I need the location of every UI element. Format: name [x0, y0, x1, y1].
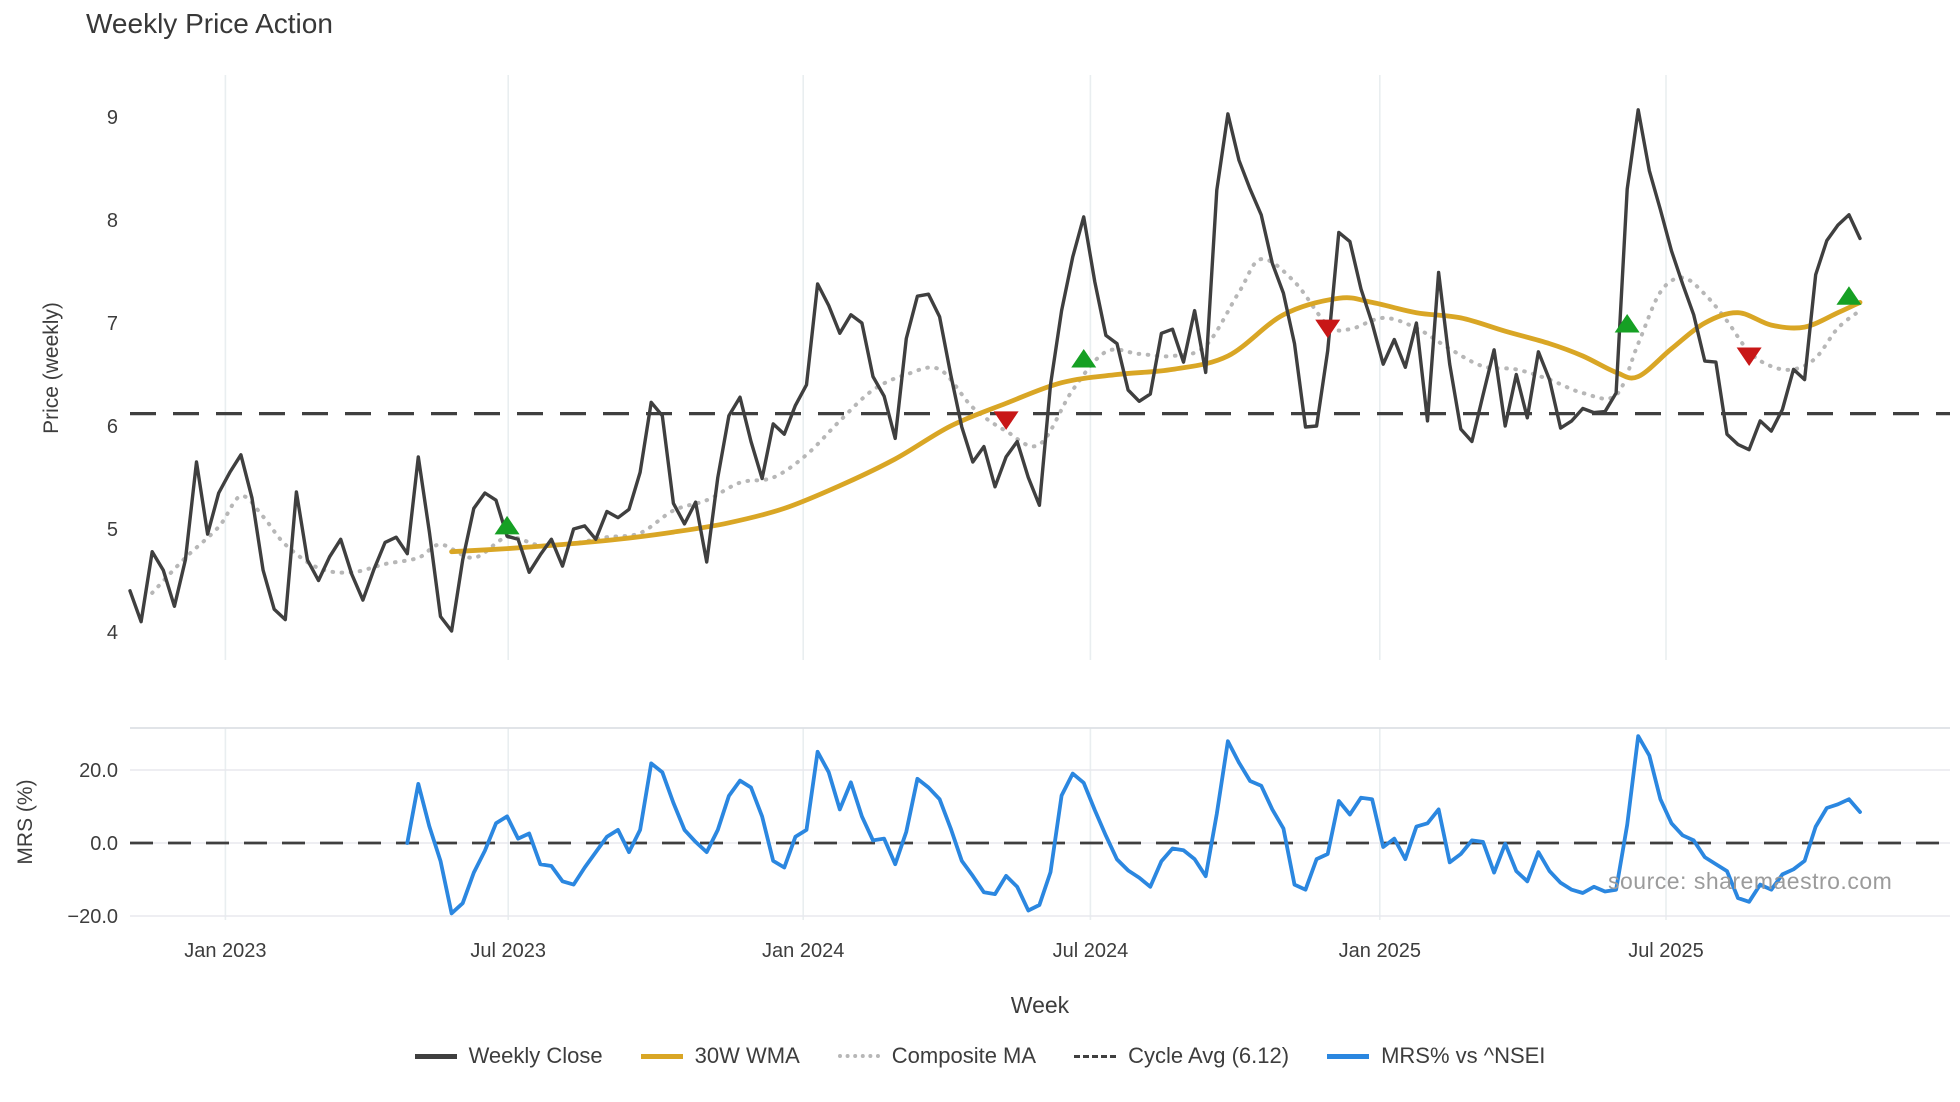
svg-text:−20.0: −20.0 [67, 906, 118, 928]
svg-text:Jul 2023: Jul 2023 [470, 940, 546, 962]
svg-text:Jan 2025: Jan 2025 [1339, 940, 1421, 962]
weekly-close-line-icon [414, 1053, 457, 1059]
svg-text:Jan 2024: Jan 2024 [762, 940, 844, 962]
legend-item-composite-ma[interactable]: Composite MA [837, 1043, 1037, 1069]
svg-text:7: 7 [107, 313, 118, 335]
legend-label: Weekly Close [468, 1043, 603, 1068]
composite-ma-dotted-line-icon [837, 1054, 880, 1058]
svg-text:9: 9 [107, 107, 118, 129]
mrs-line-icon [1327, 1053, 1370, 1059]
svg-text:8: 8 [107, 210, 118, 232]
legend-item-mrs[interactable]: MRS% vs ^NSEI [1327, 1043, 1545, 1069]
svg-text:6: 6 [107, 416, 118, 438]
legend: Weekly Close 30W WMA Composite MA Cycle … [0, 1036, 1960, 1076]
svg-text:5: 5 [107, 519, 118, 541]
chart-title: Weekly Price Action [86, 8, 333, 39]
legend-item-cycle-avg[interactable]: Cycle Avg (6.12) [1074, 1043, 1289, 1069]
week-axis-title: Week [1010, 992, 1070, 1018]
svg-text:Jan 2023: Jan 2023 [184, 940, 266, 962]
svg-text:20.0: 20.0 [79, 760, 118, 782]
source-watermark: source: sharemaestro.com [1608, 868, 1893, 894]
legend-label: Composite MA [891, 1043, 1037, 1068]
svg-text:Jul 2024: Jul 2024 [1053, 940, 1129, 962]
legend-item-weekly-close[interactable]: Weekly Close [414, 1043, 603, 1069]
legend-label: 30W WMA [694, 1043, 800, 1068]
wma-line-icon [640, 1053, 683, 1059]
svg-text:0.0: 0.0 [90, 833, 118, 855]
cycle-avg-dashed-line-icon [1074, 1054, 1117, 1058]
svg-text:Jul 2025: Jul 2025 [1628, 940, 1704, 962]
legend-label: MRS% vs ^NSEI [1381, 1043, 1546, 1068]
legend-label: Cycle Avg (6.12) [1128, 1043, 1290, 1068]
svg-text:4: 4 [107, 622, 118, 644]
legend-item-30w-wma[interactable]: 30W WMA [640, 1043, 800, 1069]
